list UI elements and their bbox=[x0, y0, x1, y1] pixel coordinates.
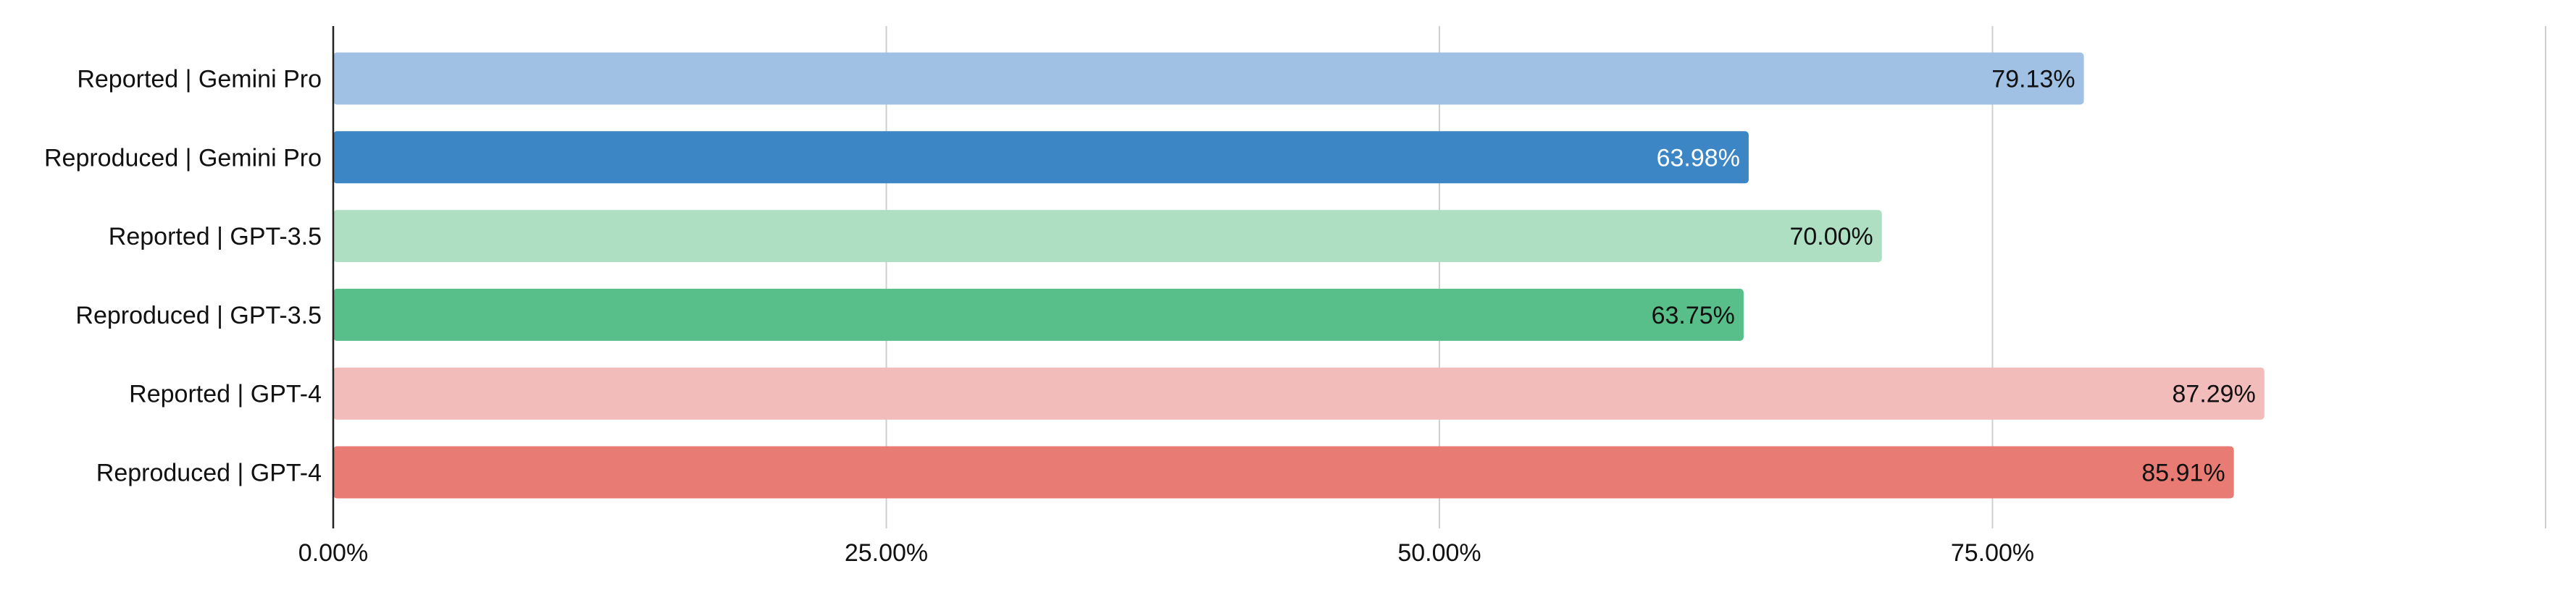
data-label: 85.91% bbox=[2141, 460, 2225, 487]
data-label: 70.00% bbox=[1789, 223, 1873, 250]
bar bbox=[333, 52, 2084, 105]
category-label: Reported | GPT-4 bbox=[129, 381, 322, 408]
data-label: 63.75% bbox=[1652, 302, 1735, 329]
category-label: Reproduced | GPT-4 bbox=[96, 460, 322, 487]
category-label: Reproduced | GPT-3.5 bbox=[75, 302, 322, 329]
data-label: 87.29% bbox=[2173, 381, 2256, 408]
bar bbox=[333, 446, 2234, 499]
category-label: Reported | GPT-3.5 bbox=[109, 223, 322, 250]
gridlines bbox=[885, 26, 2546, 528]
category-label: Reproduced | Gemini Pro bbox=[44, 144, 322, 172]
x-tick-label: 50.00% bbox=[1397, 539, 1481, 567]
data-label: 63.98% bbox=[1657, 144, 1740, 172]
labels: 79.13% Reported | Gemini Pro 63.98% Reprodu… bbox=[44, 66, 2256, 567]
bar bbox=[333, 367, 2265, 420]
x-tick-label: 25.00% bbox=[845, 539, 928, 567]
data-label: 79.13% bbox=[1991, 66, 2075, 93]
bars bbox=[333, 52, 2265, 499]
category-label: Reported | Gemini Pro bbox=[77, 66, 322, 93]
x-tick-label: 75.00% bbox=[1951, 539, 2034, 567]
bar bbox=[333, 210, 1882, 263]
bar bbox=[333, 131, 1749, 184]
x-tick-label: 0.00% bbox=[298, 539, 368, 567]
bar bbox=[333, 288, 1744, 341]
